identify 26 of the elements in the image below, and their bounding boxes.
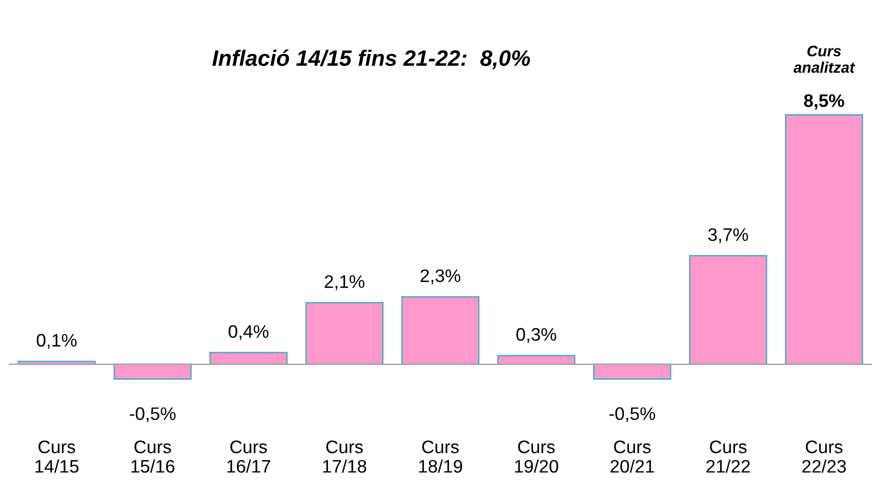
data-label: 2,3%: [420, 269, 460, 284]
bar: [689, 255, 768, 366]
data-label: 0,4%: [228, 325, 268, 340]
x-tick-label: Curs 21/22: [706, 440, 750, 473]
x-tick-label: Curs 14/15: [35, 440, 79, 473]
x-tick-label: Curs 19/20: [515, 440, 558, 473]
data-label: 0,1%: [36, 334, 77, 349]
x-tick-label: Curs 15/16: [131, 440, 174, 473]
data-label: 8,5%: [804, 94, 844, 110]
x-tick-label: Curs 17/18: [323, 440, 366, 473]
x-tick-label: Curs 16/17: [227, 440, 270, 473]
x-tick-label: Curs 22/23: [802, 440, 846, 473]
x-tick-label: Curs 18/19: [419, 440, 462, 473]
bar: [401, 296, 480, 366]
x-tick-label: Curs 20/21: [610, 440, 654, 473]
bar: [114, 364, 192, 380]
bar: [784, 114, 864, 366]
data-label: -0,5%: [130, 407, 176, 422]
bar: [305, 302, 384, 366]
bar: [593, 364, 672, 380]
data-label: 0,3%: [516, 328, 556, 343]
data-label: -0,5%: [609, 407, 656, 422]
text: Inflació 14/15 fins 21-22: 8,0%: [212, 49, 530, 70]
text: Curs analitzat: [794, 46, 856, 73]
data-label: 2,1%: [324, 275, 364, 290]
data-label: 3,7%: [708, 228, 748, 244]
